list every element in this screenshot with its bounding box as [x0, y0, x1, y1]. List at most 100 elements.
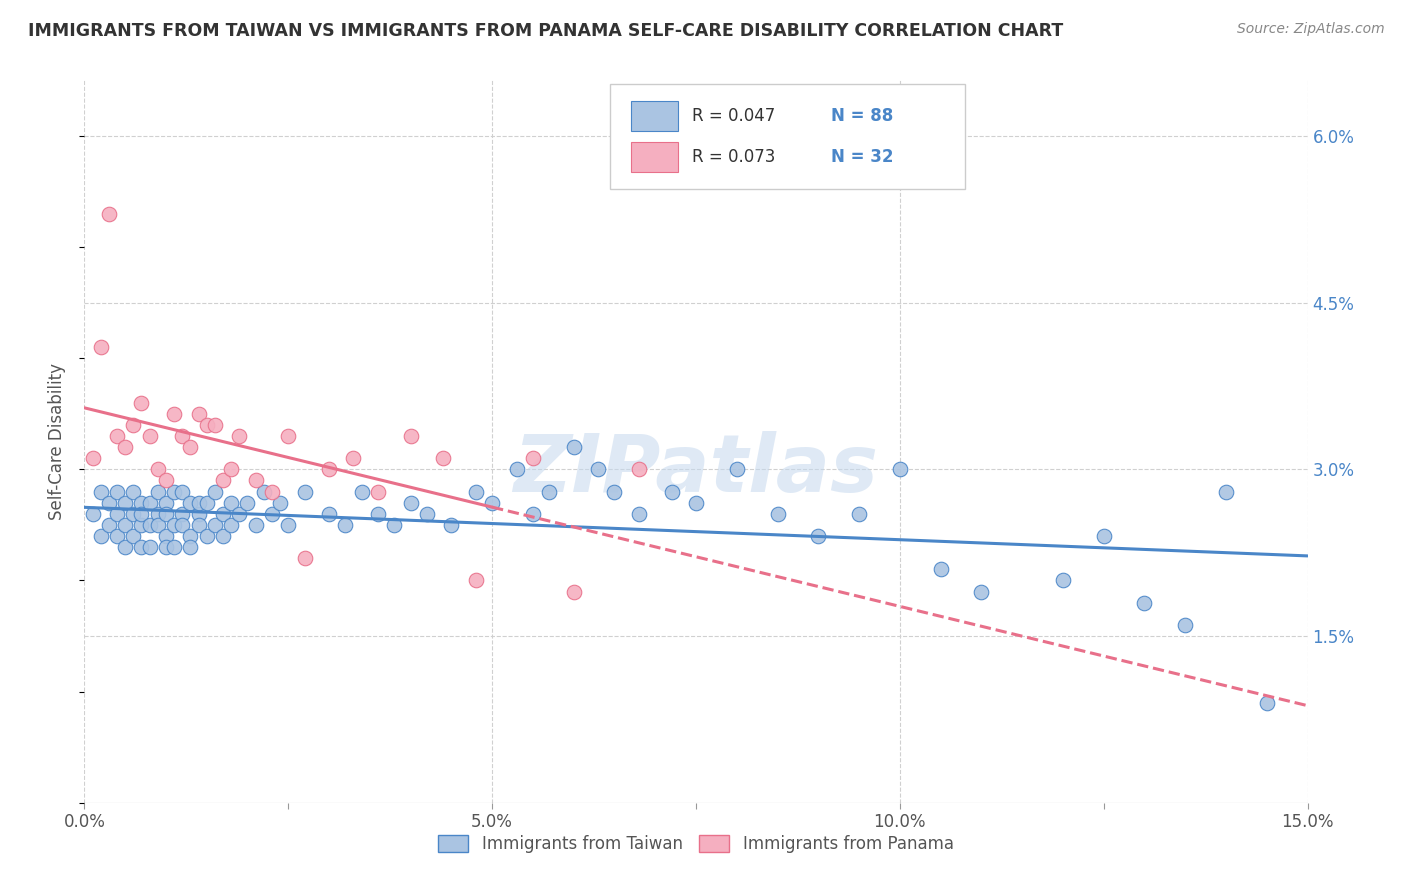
Point — [277, 517, 299, 532]
Point — [929, 562, 952, 576]
Point — [245, 474, 267, 488]
Point — [204, 417, 226, 432]
Text: R = 0.047: R = 0.047 — [692, 107, 776, 125]
Point — [1174, 618, 1197, 632]
Point — [138, 496, 160, 510]
Point — [1052, 574, 1074, 588]
Point — [889, 462, 911, 476]
Point — [122, 507, 145, 521]
Point — [82, 507, 104, 521]
Point — [1133, 596, 1156, 610]
Point — [187, 507, 209, 521]
Point — [195, 417, 218, 432]
Point — [172, 507, 194, 521]
Point — [440, 517, 463, 532]
Point — [725, 462, 748, 476]
Point — [146, 507, 169, 521]
Point — [97, 207, 120, 221]
Point — [269, 496, 291, 510]
Point — [195, 529, 218, 543]
Point — [122, 417, 145, 432]
Point — [212, 507, 235, 521]
Point — [260, 507, 283, 521]
Point — [90, 484, 112, 499]
Point — [807, 529, 830, 543]
Y-axis label: Self-Care Disability: Self-Care Disability — [48, 363, 66, 520]
Point — [114, 440, 136, 454]
Point — [522, 507, 544, 521]
Text: ZIPatlas: ZIPatlas — [513, 432, 879, 509]
Point — [105, 507, 128, 521]
Point — [172, 429, 194, 443]
Point — [464, 574, 486, 588]
Point — [1256, 696, 1278, 710]
Point — [848, 507, 870, 521]
Point — [481, 496, 503, 510]
FancyBboxPatch shape — [610, 84, 965, 189]
Point — [367, 484, 389, 499]
Point — [195, 496, 218, 510]
Point — [179, 540, 201, 554]
Point — [766, 507, 789, 521]
Point — [603, 484, 626, 499]
Point — [187, 407, 209, 421]
Point — [122, 529, 145, 543]
Point — [122, 484, 145, 499]
Point — [163, 484, 186, 499]
Point — [138, 517, 160, 532]
Bar — [631, 101, 678, 131]
Point — [155, 507, 177, 521]
Point — [399, 429, 422, 443]
Point — [228, 507, 250, 521]
Point — [179, 496, 201, 510]
Point — [562, 584, 585, 599]
Point — [105, 429, 128, 443]
Point — [685, 496, 707, 510]
Point — [661, 484, 683, 499]
Point — [204, 517, 226, 532]
Point — [97, 517, 120, 532]
Point — [627, 507, 650, 521]
Point — [399, 496, 422, 510]
Point — [1215, 484, 1237, 499]
Point — [82, 451, 104, 466]
Point — [114, 517, 136, 532]
Point — [204, 484, 226, 499]
Point — [105, 529, 128, 543]
Point — [236, 496, 259, 510]
Point — [97, 496, 120, 510]
Point — [586, 462, 609, 476]
Legend: Immigrants from Taiwan, Immigrants from Panama: Immigrants from Taiwan, Immigrants from … — [432, 828, 960, 860]
Point — [146, 517, 169, 532]
Text: N = 32: N = 32 — [831, 148, 893, 166]
Point — [219, 496, 242, 510]
Point — [212, 474, 235, 488]
Point — [131, 517, 153, 532]
Point — [277, 429, 299, 443]
Point — [105, 484, 128, 499]
Point — [367, 507, 389, 521]
Point — [627, 462, 650, 476]
Point — [146, 484, 169, 499]
Point — [90, 529, 112, 543]
Point — [522, 451, 544, 466]
Text: Source: ZipAtlas.com: Source: ZipAtlas.com — [1237, 22, 1385, 37]
Point — [163, 540, 186, 554]
Point — [138, 429, 160, 443]
Point — [212, 529, 235, 543]
Point — [342, 451, 364, 466]
Point — [172, 484, 194, 499]
Point — [253, 484, 276, 499]
Point — [131, 395, 153, 409]
Point — [146, 462, 169, 476]
Point — [432, 451, 454, 466]
Text: N = 88: N = 88 — [831, 107, 893, 125]
Point — [131, 507, 153, 521]
Point — [131, 540, 153, 554]
Point — [538, 484, 561, 499]
Point — [172, 517, 194, 532]
Point — [318, 462, 340, 476]
Point — [228, 429, 250, 443]
Point — [163, 407, 186, 421]
Point — [155, 496, 177, 510]
